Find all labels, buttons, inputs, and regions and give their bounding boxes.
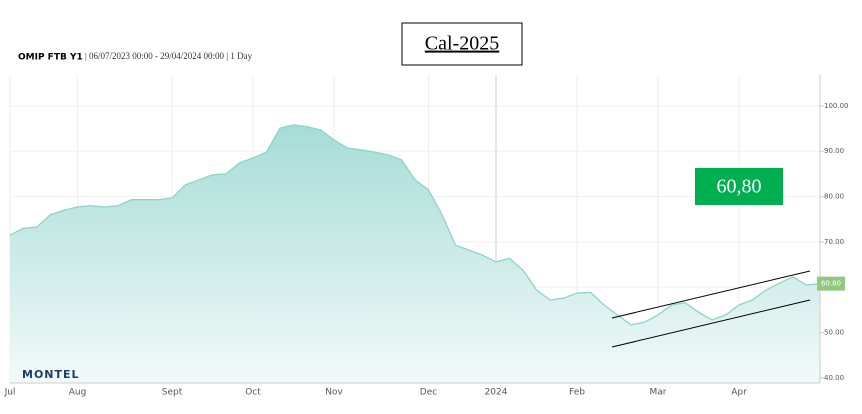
chart-title: Cal-2025 — [425, 33, 499, 55]
header: OMIP FTB Y1 — [18, 53, 83, 63]
x-tick-label: Apr — [731, 388, 747, 398]
plot-area: 40.0050.0060.0070.0080.0090.00100.00JulA… — [4, 75, 849, 398]
x-tick-label: Aug — [69, 388, 87, 398]
x-tick-label: Dec — [420, 388, 437, 398]
x-tick-label: Mar — [650, 388, 667, 398]
y-tick-label: 40.00 — [824, 374, 844, 382]
source-logo: MONTEL — [22, 368, 80, 381]
y-tick-label: 100.00 — [824, 102, 849, 110]
x-tick-label: Nov — [325, 388, 343, 398]
last-price-tag-text: 60.80 — [821, 280, 841, 288]
trend-line — [611, 299, 811, 348]
x-tick-label: 2024 — [485, 388, 508, 398]
y-tick-label: 70.00 — [824, 238, 844, 246]
y-tick-label: 50.00 — [824, 329, 844, 337]
y-tick-label: 90.00 — [824, 147, 844, 155]
title-box — [401, 22, 523, 66]
last-price-tag — [817, 276, 845, 291]
line — [9, 124, 821, 326]
x-tick-label: Sept — [162, 388, 183, 398]
area — [10, 124, 820, 384]
y-tick-label: 80.00 — [824, 193, 844, 201]
price-box — [695, 168, 783, 205]
subtitle: | 06/07/2023 00:00 - 29/04/2024 00:00 | … — [85, 51, 253, 61]
x-tick-label: Feb — [569, 388, 585, 398]
x-tick-label: Jul — [4, 388, 16, 398]
trend-line — [611, 270, 811, 319]
price-box-text: 60,80 — [717, 176, 762, 198]
x-tick-label: Oct — [245, 388, 261, 398]
